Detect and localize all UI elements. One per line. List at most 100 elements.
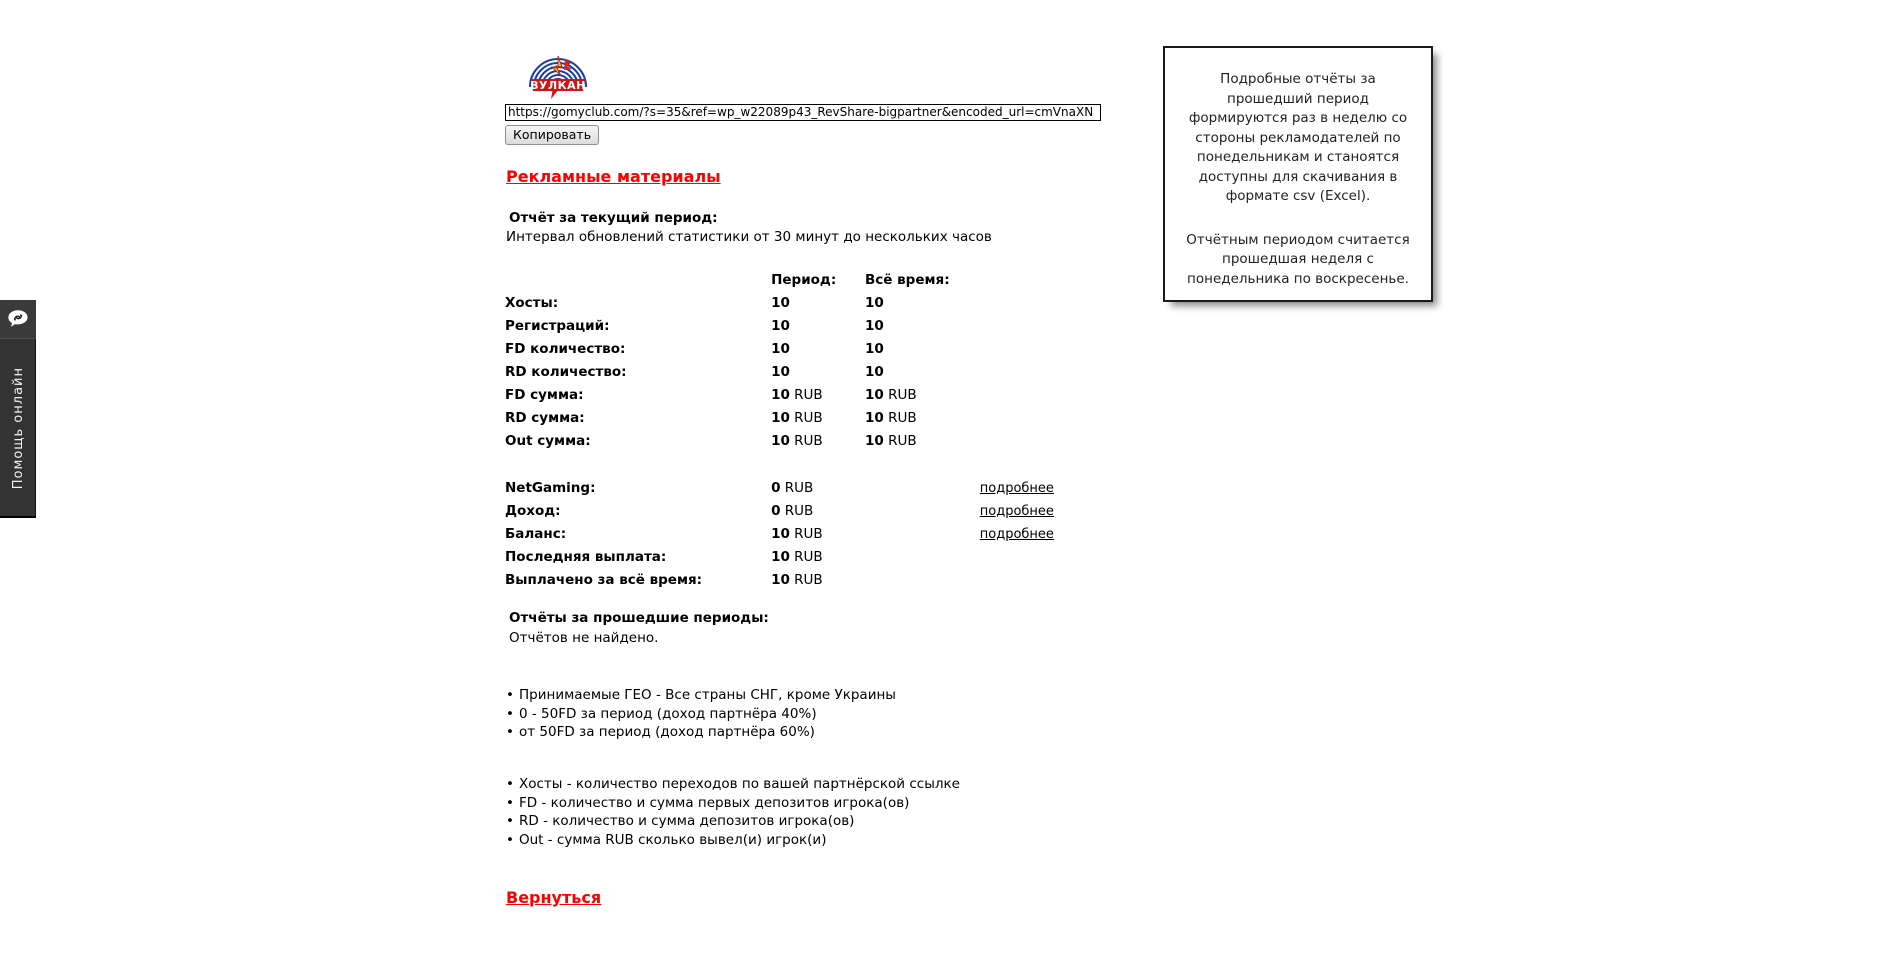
stat-value: 10 <box>771 433 790 449</box>
copy-button[interactable]: Копировать <box>505 125 600 145</box>
info-tooltip-panel: Подробные отчёты за прошедший период фор… <box>1163 46 1433 302</box>
list-item: от 50FD за период (доход партнёра 60%) <box>505 723 896 742</box>
stat-alltime-cell: 10 <box>865 341 980 364</box>
details-link[interactable]: подробнее <box>979 504 1054 519</box>
table-row: FD количество: 10 10 <box>505 341 1105 364</box>
stat-label: Out сумма: <box>505 433 591 449</box>
stat-currency: RUB <box>789 526 823 542</box>
stat-alltime-cell: 10 RUB <box>865 410 980 433</box>
svg-text:ВУЛКАН: ВУЛКАН <box>530 79 586 92</box>
stats-col-more <box>980 272 1105 295</box>
stat-label: RD количество: <box>505 364 627 380</box>
referral-link-box: Копировать <box>505 104 1105 145</box>
terms-list: Принимаемые ГЕО - Все страны СНГ, кроме … <box>505 686 896 742</box>
stat-more-cell <box>980 387 1105 410</box>
stat-more-cell: подробнее <box>980 526 1105 549</box>
stat-period-cell: 0 RUB <box>771 480 865 503</box>
current-report-subtitle: Интервал обновлений статистики от 30 мин… <box>506 229 992 245</box>
stat-period-cell: 10 RUB <box>771 433 865 456</box>
table-row: Выплачено за всё время: 10 RUB <box>505 572 1105 595</box>
stat-value: 10 <box>864 433 884 449</box>
stat-value: 10 <box>771 387 790 403</box>
info-paragraph-2: Отчётным периодом считается прошедшая не… <box>1186 231 1410 287</box>
stat-currency: RUB <box>883 387 917 403</box>
stat-label: RD сумма: <box>505 410 585 426</box>
list-item: FD - количество и сумма первых депозитов… <box>505 794 960 813</box>
stats-spacer <box>505 456 1105 480</box>
stat-period-cell: 10 RUB <box>771 572 865 595</box>
table-row: Регистраций: 10 10 <box>505 318 1105 341</box>
stat-currency: RUB <box>789 433 823 449</box>
stat-more-cell <box>980 410 1105 433</box>
stat-period-cell: 10 RUB <box>771 549 865 572</box>
stat-label: Хосты: <box>505 295 559 311</box>
stat-value: 10 <box>771 364 790 380</box>
stat-alltime-cell <box>865 480 980 503</box>
table-row: Последняя выплата: 10 RUB <box>505 549 1105 572</box>
back-link[interactable]: Вернуться <box>506 888 602 907</box>
stat-currency: RUB <box>789 410 823 426</box>
table-row: Хосты: 10 10 <box>505 295 1105 318</box>
stat-label: FD сумма: <box>505 387 584 403</box>
past-reports-heading: Отчёты за прошедшие периоды: <box>509 610 769 626</box>
stat-more-cell: подробнее <box>980 503 1105 526</box>
stat-label: NetGaming: <box>505 480 596 496</box>
stat-period-cell: 10 RUB <box>771 410 865 433</box>
stat-value: 10 <box>864 341 884 357</box>
list-item: Принимаемые ГЕО - Все страны СНГ, кроме … <box>505 686 896 705</box>
stat-period-cell: 10 <box>771 364 865 387</box>
stat-value: 10 <box>864 387 884 403</box>
info-paragraph-1: Подробные отчёты за прошедший период фор… <box>1188 71 1408 204</box>
stat-more-cell <box>980 572 1105 595</box>
stat-currency: RUB <box>780 503 814 519</box>
referral-link-input[interactable] <box>505 104 1101 121</box>
stat-label: Выплачено за всё время: <box>505 572 703 588</box>
stat-currency: RUB <box>789 549 823 565</box>
stat-more-cell <box>980 318 1105 341</box>
stat-more-cell <box>980 341 1105 364</box>
details-link[interactable]: подробнее <box>979 481 1054 496</box>
stats-col-label <box>505 272 771 295</box>
stats-body-primary: Хосты: 10 10 Регистраций: 10 10 FD количество:… <box>505 295 1105 456</box>
stat-period-cell: 0 RUB <box>771 503 865 526</box>
stat-value: 10 <box>771 410 790 426</box>
promo-materials-link[interactable]: Рекламные материалы <box>506 167 721 186</box>
stat-currency: RUB <box>883 410 917 426</box>
table-row: RD количество: 10 10 <box>505 364 1105 387</box>
stat-more-cell: подробнее <box>980 480 1105 503</box>
speech-bubble-icon <box>0 300 36 339</box>
stat-alltime-cell <box>865 503 980 526</box>
stat-more-cell <box>980 295 1105 318</box>
stat-value: 0 <box>771 480 781 496</box>
stat-value: 10 <box>771 318 790 334</box>
stat-currency: RUB <box>883 433 917 449</box>
stat-value: 10 <box>771 341 790 357</box>
stat-alltime-cell <box>865 549 980 572</box>
help-online-tab[interactable]: Помощь онлайн <box>0 300 36 518</box>
stat-value: 10 <box>771 295 790 311</box>
stat-alltime-cell: 10 <box>865 364 980 387</box>
stat-more-cell <box>980 364 1105 387</box>
table-row: RD сумма: 10 RUB 10 RUB <box>505 410 1105 433</box>
help-online-text: Помощь онлайн <box>10 366 26 490</box>
table-row: Out сумма: 10 RUB 10 RUB <box>505 433 1105 456</box>
table-row: Доход: 0 RUB подробнее <box>505 503 1105 526</box>
stat-value: 10 <box>864 364 884 380</box>
table-row: Баланс: 10 RUB подробнее <box>505 526 1105 549</box>
stat-label: Последняя выплата: <box>505 549 667 565</box>
stat-currency: RUB <box>780 480 814 496</box>
past-reports-empty: Отчётов не найдено. <box>509 630 659 646</box>
stat-value: 10 <box>771 572 790 588</box>
stat-period-cell: 10 <box>771 318 865 341</box>
stats-header-row: Период: Всё время: <box>505 272 1105 295</box>
stat-value: 10 <box>771 549 790 565</box>
details-link[interactable]: подробнее <box>979 527 1054 542</box>
stat-more-cell <box>980 549 1105 572</box>
stats-col-alltime: Всё время: <box>864 272 950 288</box>
stat-more-cell <box>980 433 1105 456</box>
stat-alltime-cell: 10 RUB <box>865 387 980 410</box>
stat-alltime-cell: 10 <box>865 318 980 341</box>
stat-value: 10 <box>864 318 884 334</box>
stat-alltime-cell <box>865 526 980 549</box>
stat-period-cell: 10 <box>771 341 865 364</box>
